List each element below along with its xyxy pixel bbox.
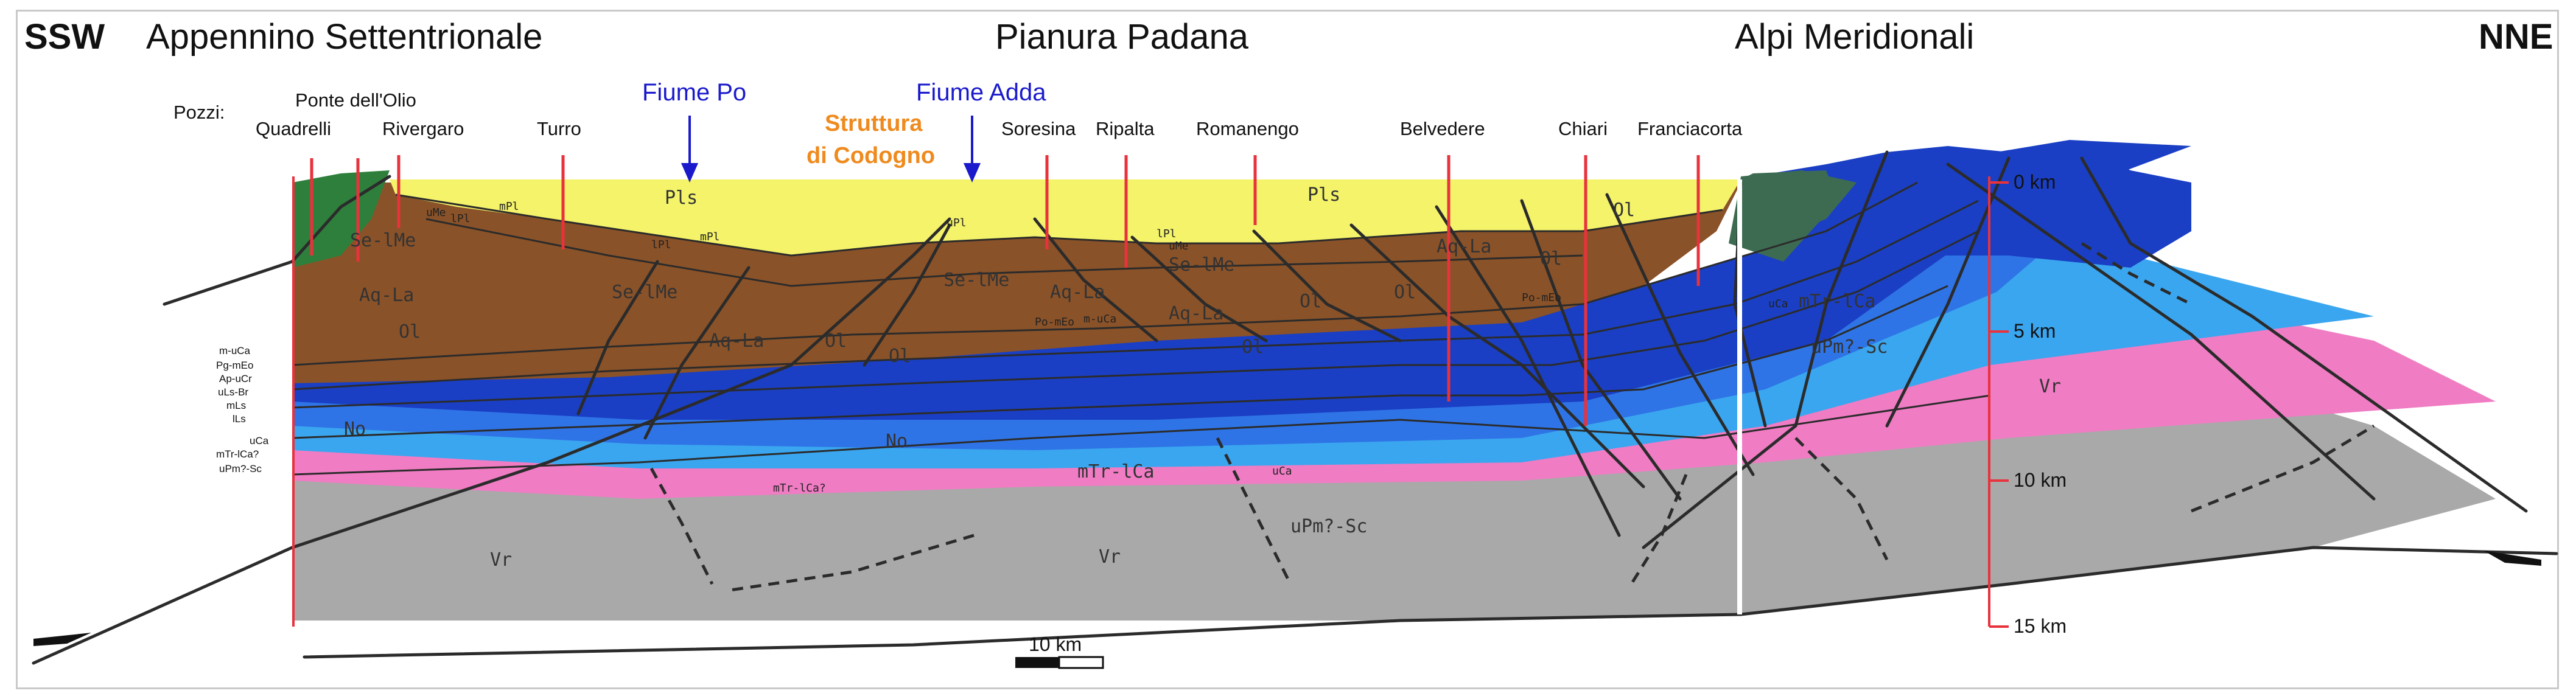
well-label-ponte-dell-olio: Ponte dell'Olio [295, 89, 416, 111]
river-arrows [681, 116, 981, 183]
unit-label-seime-1: Se-lMe [350, 230, 416, 251]
depth-label-10: 10 km [2014, 469, 2067, 491]
scale-bar [1015, 656, 1104, 669]
region-center: Pianura Padana [995, 17, 1249, 57]
legend-item: uCa [250, 435, 269, 447]
direction-left: SSW [24, 17, 105, 57]
unit-label-ipl-3: lPl [1157, 228, 1177, 240]
unit-label-aqla-2: Aq-La [709, 330, 764, 352]
faults [32, 150, 2558, 665]
well-lines [310, 155, 1700, 426]
unit-label-ipl-2: lPl [651, 238, 671, 251]
unit-apennine-green [292, 170, 390, 268]
unit-label-ume-1: uMe [426, 206, 446, 219]
legend-item: Ap-uCr [219, 373, 252, 384]
unit-label-aqla-1: Aq-La [359, 285, 414, 306]
unit-label-seime-2: Se-lMe [612, 282, 677, 303]
depth-label-0: 0 km [2014, 171, 2056, 193]
unit-label-vr-3: Vr [2039, 376, 2061, 397]
depth-label-5: 5 km [2014, 320, 2056, 342]
legend-item: Pg-mEo [216, 360, 253, 371]
well-label-franciacorta: Franciacorta [1637, 118, 1743, 139]
unit-label-upmsc-1: uPm?-Sc [1290, 516, 1367, 537]
left-legend: m-uCa Pg-mEo Ap-uCr uLs-Br mLs lLs uCa m… [216, 345, 269, 475]
well-label-turro: Turro [537, 118, 581, 139]
unit-label-ume-2: uMe [1169, 240, 1189, 252]
unit-label-ol-3: Ol [889, 346, 911, 367]
unit-label-upl-1: uPl [947, 217, 967, 229]
unit-label-vr-1: Vr [490, 549, 512, 571]
structure-label-line2: di Codogno [807, 143, 935, 169]
unit-label-seime-3: Se-lMe [943, 270, 1009, 291]
unit-label-upmsc-2: uPm?-Sc [1811, 336, 1888, 358]
unit-label-mtrlca-1: mTr-lCa [1077, 461, 1154, 482]
unit-alps-dark-blue [1753, 146, 2191, 268]
unit-label-no-1: No [344, 419, 366, 440]
unit-label-ol-8: Ol [1613, 200, 1635, 221]
unit-label-no-2: No [886, 431, 908, 452]
legend-item: uLs-Br [218, 386, 248, 398]
depth-label-15: 15 km [2014, 615, 2067, 637]
direction-right: NNE [2479, 17, 2553, 57]
well-label-ripalta: Ripalta [1096, 118, 1155, 139]
unit-label-ol-2: Ol [825, 330, 847, 352]
legend-item: mTr-lCa? [216, 448, 259, 460]
region-right: Alpi Meridionali [1735, 17, 1974, 57]
unit-label-mtrlca-3: mTr-lCa? [773, 482, 826, 495]
unit-label-ol-6: Ol [1394, 282, 1416, 303]
unit-label-mpl-1: mPl [499, 200, 519, 213]
scale-bar-label: 10 km [1029, 633, 1082, 655]
well-label-chiari: Chiari [1558, 118, 1608, 139]
unit-label-aqla-3: Aq-La [1050, 282, 1105, 303]
river-label-adda: Fiume Adda [916, 79, 1046, 106]
legend-item: uPm?-Sc [219, 463, 262, 475]
unit-label-ol-7: Ol [1540, 248, 1562, 270]
unit-label-mtrlca-2: mTr-lCa [1799, 291, 1875, 312]
legend-item: mLs [226, 400, 246, 411]
unit-label-pls-1: Pls [665, 187, 698, 209]
unit-label-aqla-4: Aq-La [1169, 303, 1223, 324]
strata-lines [292, 181, 1991, 476]
unit-label-muca-1: m-uCa [1083, 313, 1116, 325]
unit-label-mpl-2: mPl [700, 231, 720, 243]
unit-label-ol-4: Ol [1242, 336, 1264, 358]
unit-label-pls-2: Pls [1307, 184, 1340, 206]
unit-alps-slope [1729, 170, 1838, 262]
well-label-quadrelli: Quadrelli [256, 118, 331, 139]
unit-label-uca-1: uCa [1272, 465, 1292, 478]
river-label-po: Fiume Po [642, 79, 746, 106]
well-label-romanengo: Romanengo [1196, 118, 1299, 139]
unit-label-aqla-5: Aq-La [1437, 236, 1491, 257]
well-label-belvedere: Belvedere [1400, 118, 1485, 139]
legend-item: m-uCa [219, 345, 251, 356]
legend-item: lLs [233, 413, 246, 425]
unit-label-pome-2: Po-mEo [1522, 291, 1561, 304]
well-label-soresina: Soresina [1001, 118, 1076, 139]
well-label-rivergaro: Rivergaro [382, 118, 464, 139]
unit-label-pome-1: Po-mEo [1035, 316, 1074, 329]
structure-label-line1: Struttura [825, 111, 923, 136]
unit-label-uca-2: uCa [1768, 297, 1788, 310]
figure-frame [16, 10, 2559, 689]
unit-pliocene-yellow [390, 179, 1741, 256]
unit-label-seime-4: Se-lMe [1169, 254, 1234, 276]
unit-label-vr-2: Vr [1099, 546, 1121, 568]
wells-label: Pozzi: [173, 102, 225, 123]
unit-label-ol-1: Ol [399, 321, 421, 343]
unit-label-ol-5: Ol [1300, 291, 1321, 312]
region-left: Appennino Settentrionale [146, 17, 542, 57]
thrust-arrows [33, 551, 2541, 646]
unit-label-ipl-1: lPl [450, 212, 471, 225]
depth-ticks [1989, 181, 2009, 628]
